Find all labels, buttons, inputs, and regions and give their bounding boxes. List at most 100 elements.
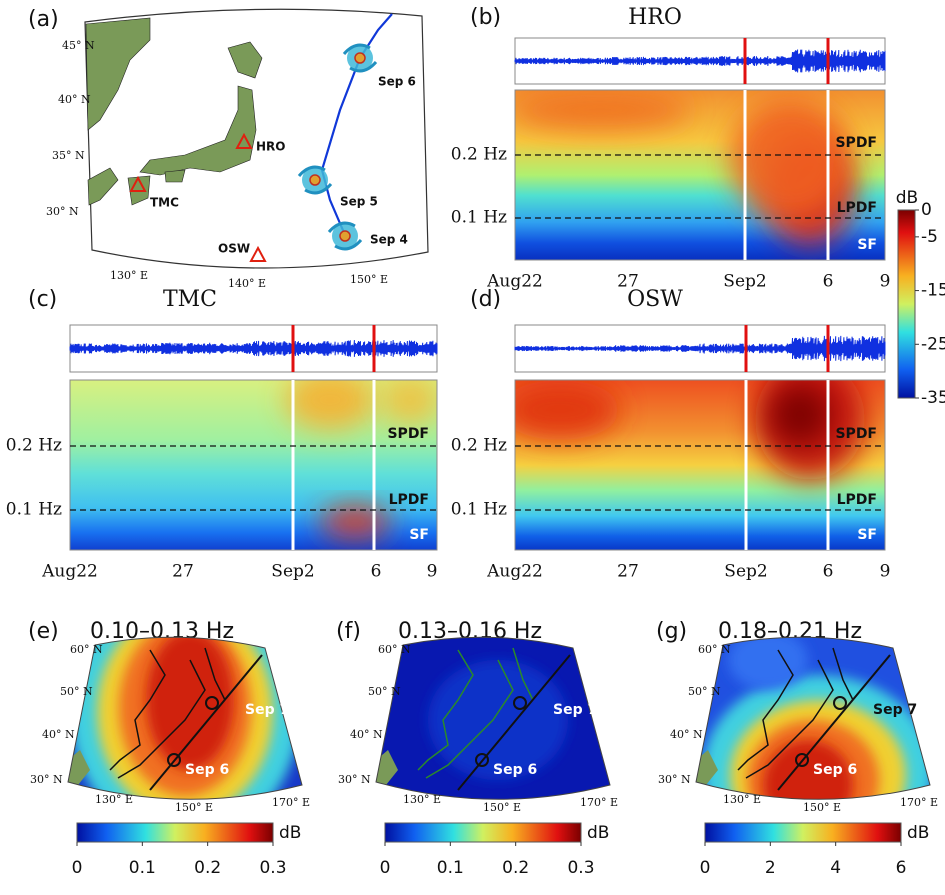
page: { "panel_a": {"label": "(a)", "lat_label… — [0, 0, 945, 895]
band-label: SPDF — [387, 426, 429, 442]
date-label: Sep 7 — [553, 702, 597, 718]
x-label: Sep2 — [723, 272, 766, 292]
lat-label: 50° N — [368, 685, 401, 698]
colorbar-tick-label: -5 — [921, 227, 938, 247]
station-label: TMC — [150, 196, 179, 210]
lon-label: 130° E — [723, 793, 761, 806]
colorbar-tick-label: 0.1 — [129, 858, 156, 878]
colorbar-tick-label: -25 — [921, 334, 945, 354]
band-label: SPDF — [835, 135, 877, 151]
panel-label: (d) — [470, 287, 501, 312]
band-label: SF — [857, 237, 877, 253]
colorbar-tick-label: 0.3 — [567, 858, 594, 878]
colorbar-tick-label: 0 — [380, 858, 391, 878]
colorbar-tick-label: 0 — [921, 200, 932, 220]
spectrogram-blob — [770, 385, 830, 445]
lat-label: 40° N — [670, 728, 703, 741]
lat-label: 30° N — [30, 773, 63, 786]
y-label: 0.2 Hz — [451, 436, 507, 456]
panel-label: (g) — [656, 619, 687, 644]
x-label: 6 — [823, 562, 834, 582]
lon-label: 140° E — [228, 277, 266, 290]
lat-label: 40° N — [350, 728, 383, 741]
colorbar-label: dB — [279, 823, 301, 843]
colorbar-tick-label: 4 — [830, 858, 841, 878]
station-label: HRO — [256, 140, 285, 154]
colorbar-tick-label: -35 — [921, 388, 945, 408]
x-label: Sep2 — [271, 562, 314, 582]
lon-label: 130° E — [403, 793, 441, 806]
station-title: HRO — [628, 5, 682, 30]
x-label: Aug22 — [486, 562, 543, 582]
colorbar-label: dB — [896, 188, 918, 208]
lat-label: 30° N — [658, 773, 691, 786]
typhoon-date: Sep 6 — [378, 75, 416, 89]
colorbar-tick-label: 0.2 — [194, 858, 221, 878]
lon-label: 150° E — [803, 801, 841, 814]
date-label: Sep 7 — [245, 702, 289, 718]
typhoon-eye — [310, 175, 320, 185]
band-label: SPDF — [835, 426, 877, 442]
band-label: LPDF — [389, 492, 429, 508]
lat-label: 45° N — [62, 39, 95, 52]
lat-label: 60° N — [698, 643, 731, 656]
colorbar — [705, 823, 901, 842]
spectrogram — [70, 370, 440, 550]
lon-label: 170° E — [900, 796, 938, 809]
spectrogram-blob — [380, 375, 440, 425]
band-label: LPDF — [837, 492, 877, 508]
y-label: 0.1 Hz — [451, 500, 507, 520]
colorbar-label: dB — [587, 823, 609, 843]
lon-label: 130° E — [110, 269, 148, 282]
lon-label: 170° E — [580, 796, 618, 809]
spectrogram-blob — [500, 380, 620, 440]
colorbar — [77, 823, 273, 842]
x-label: Sep2 — [724, 562, 767, 582]
panel-label: (a) — [28, 7, 59, 32]
lat-label: 60° N — [378, 643, 411, 656]
band-label: SF — [857, 527, 877, 543]
date-label: Sep 6 — [493, 762, 537, 778]
colorbar-tick-label: 0 — [700, 858, 711, 878]
colorbar-tick-label: 0.3 — [259, 858, 286, 878]
lat-label: 35° N — [52, 149, 85, 162]
colorbar-tick-label: 0.2 — [502, 858, 529, 878]
spectrogram-blob — [285, 370, 375, 430]
spectrogram-blob — [510, 90, 690, 130]
typhoon-date: Sep 5 — [340, 195, 378, 209]
lat-label: 30° N — [338, 773, 371, 786]
lon-label: 150° E — [483, 801, 521, 814]
lat-label: 40° N — [58, 93, 91, 106]
typhoon-eye — [340, 231, 350, 241]
x-label: 6 — [371, 562, 382, 582]
colorbar-label: dB — [907, 823, 929, 843]
lon-label: 130° E — [95, 793, 133, 806]
lat-label: 60° N — [70, 643, 103, 656]
station-label: OSW — [218, 242, 250, 256]
colorbar-tick-label: 0.1 — [437, 858, 464, 878]
date-label: Sep 6 — [185, 762, 229, 778]
map-blob — [146, 630, 234, 770]
band-label: SF — [409, 527, 429, 543]
colorbar-tick-label: 6 — [896, 858, 907, 878]
spectrogram-blob — [730, 100, 850, 220]
colorbar — [898, 210, 915, 398]
typhoon-date: Sep 4 — [370, 233, 408, 247]
date-label: Sep 7 — [873, 702, 917, 718]
lon-label: 150° E — [175, 801, 213, 814]
x-label: Aug22 — [41, 562, 98, 582]
typhoon-eye — [355, 53, 365, 63]
x-label: 27 — [172, 562, 194, 582]
y-label: 0.2 Hz — [451, 145, 507, 165]
station-title: OSW — [627, 287, 683, 312]
station-title: TMC — [163, 287, 217, 312]
band-label: LPDF — [837, 200, 877, 216]
panel-label: (e) — [28, 619, 59, 644]
colorbar-tick-label: 2 — [765, 858, 776, 878]
lat-label: 50° N — [688, 685, 721, 698]
lon-label: 150° E — [350, 273, 388, 286]
lon-label: 170° E — [272, 796, 310, 809]
x-label: 9 — [880, 562, 891, 582]
panel-label: (f) — [336, 619, 361, 644]
spectrogram-blob — [320, 506, 390, 538]
